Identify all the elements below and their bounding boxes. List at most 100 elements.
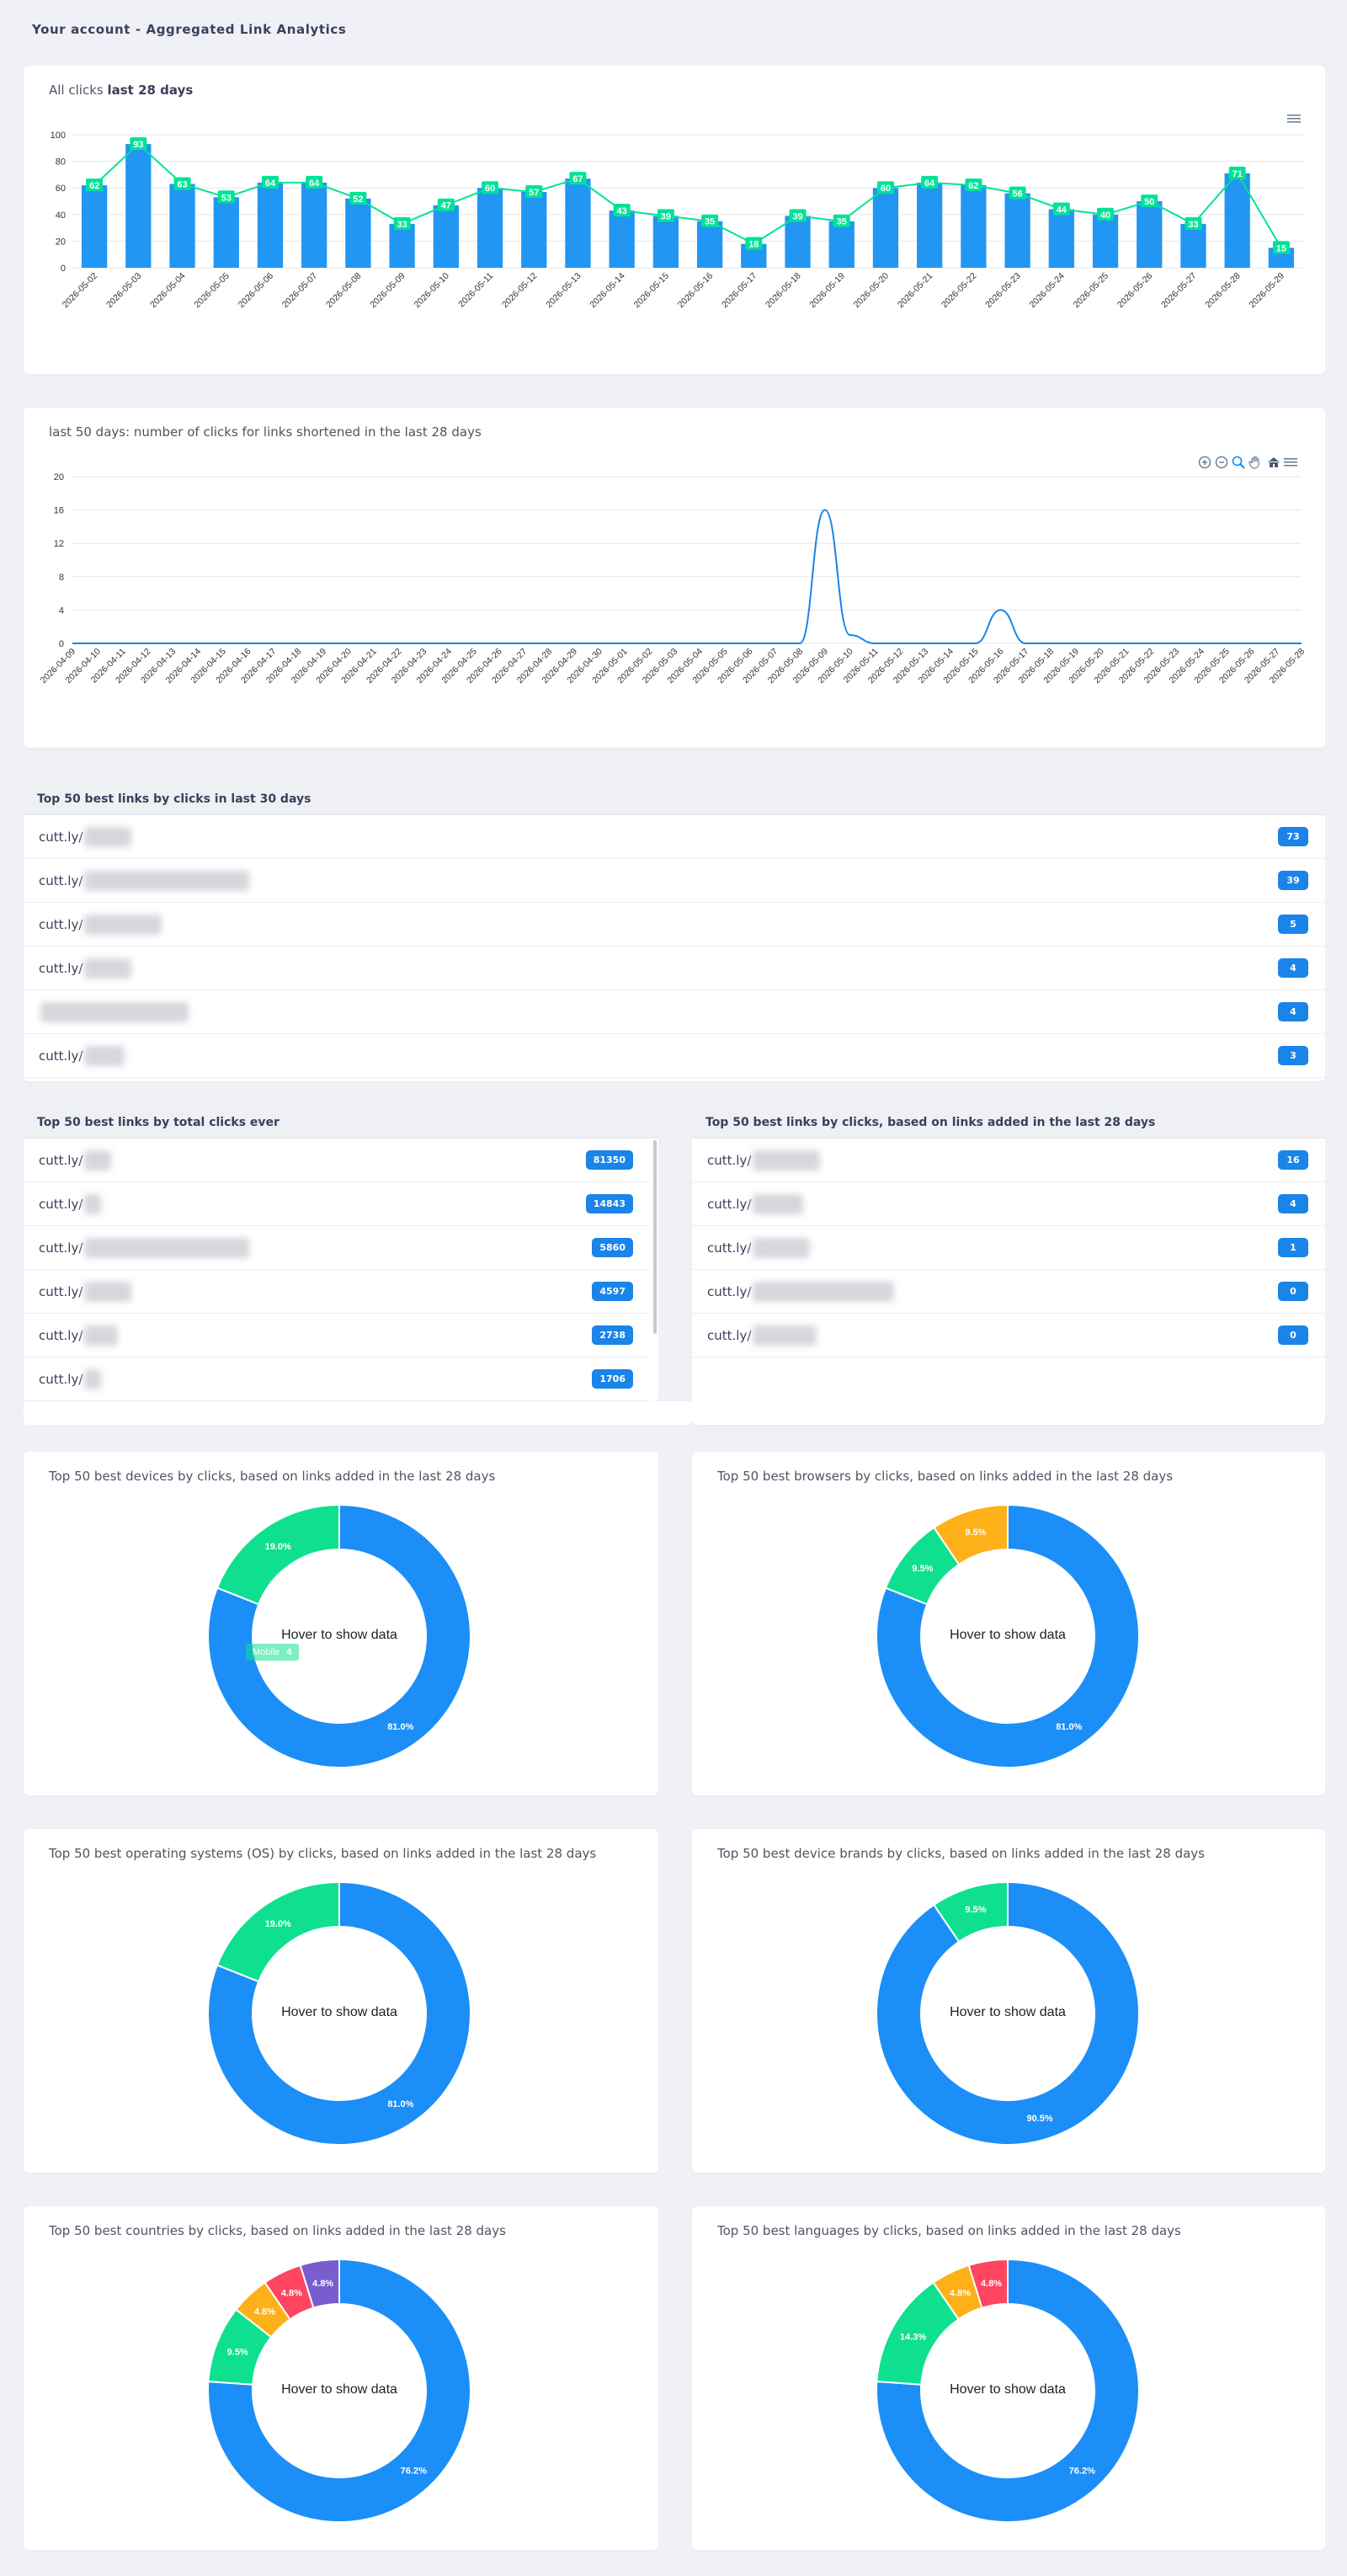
short-link-text[interactable]: cutt.ly/ bbox=[39, 1327, 83, 1343]
link-row[interactable]: cutt.ly/81350 bbox=[24, 1139, 650, 1182]
click-count-badge: 1 bbox=[1278, 1238, 1308, 1257]
short-link-text[interactable]: cutt.ly/ bbox=[39, 1048, 83, 1064]
bar[interactable] bbox=[521, 191, 547, 268]
pan-hand-icon[interactable] bbox=[1248, 455, 1263, 470]
short-link-text[interactable]: cutt.ly/ bbox=[707, 1283, 752, 1299]
short-link-text[interactable]: cutt.ly/ bbox=[39, 872, 83, 888]
x-tick-label: 2026-05-04 bbox=[148, 271, 188, 311]
top-ever-scrollbar[interactable] bbox=[653, 1140, 657, 1334]
short-link-text[interactable]: cutt.ly/ bbox=[39, 1152, 83, 1168]
donut-chart-card: Top 50 best languages by clicks, based o… bbox=[692, 2206, 1325, 2550]
data-label: 62 bbox=[968, 181, 978, 191]
short-link-text[interactable]: cutt.ly/ bbox=[39, 1283, 83, 1299]
link-row[interactable]: cutt.ly/1706 bbox=[24, 1357, 650, 1401]
donut-slice[interactable] bbox=[207, 1503, 471, 1768]
donut-chart: 76.2% 9.5% 4.8% 4.8% 4.8% bbox=[207, 2258, 471, 2523]
bar[interactable] bbox=[81, 185, 108, 268]
bar[interactable] bbox=[1137, 201, 1163, 268]
click-count-badge: 1706 bbox=[592, 1369, 633, 1389]
short-link-text[interactable]: cutt.ly/ bbox=[707, 1152, 752, 1168]
short-link-text[interactable]: cutt.ly/ bbox=[39, 829, 83, 845]
bar[interactable] bbox=[477, 188, 503, 268]
reset-home-icon[interactable] bbox=[1266, 455, 1281, 470]
bar[interactable] bbox=[1004, 193, 1030, 268]
link-row[interactable]: cutt.ly/5860 bbox=[24, 1226, 650, 1270]
y-tick-label: 0 bbox=[59, 639, 64, 649]
click-count-badge: 5 bbox=[1278, 915, 1308, 934]
link-row[interactable]: cutt.ly/4597 bbox=[24, 1270, 650, 1314]
donut-slice[interactable] bbox=[216, 1880, 340, 1983]
redacted-link-slug bbox=[84, 1193, 102, 1214]
x-tick-label: 2026-05-23 bbox=[983, 271, 1023, 311]
clicks-line[interactable] bbox=[72, 509, 1302, 644]
short-link-text[interactable]: cutt.ly/ bbox=[39, 1240, 83, 1256]
x-tick-label: 2026-05-27 bbox=[1159, 271, 1199, 311]
redacted-link-slug bbox=[753, 1193, 804, 1214]
y-tick-label: 16 bbox=[54, 506, 64, 516]
short-link-text[interactable]: cutt.ly/ bbox=[707, 1196, 752, 1212]
link-row[interactable]: cutt.ly/1 bbox=[692, 1226, 1325, 1270]
link-row[interactable]: cutt.ly/3 bbox=[24, 1034, 1325, 1078]
short-link-text[interactable]: cutt.ly/ bbox=[707, 1327, 752, 1343]
bar[interactable] bbox=[345, 198, 371, 268]
link-row[interactable]: cutt.ly/2738 bbox=[24, 1314, 650, 1357]
chart-toolbar bbox=[1197, 455, 1323, 472]
link-row[interactable]: cutt.ly/39 bbox=[24, 859, 1325, 903]
redacted-link-slug bbox=[84, 1325, 119, 1346]
bar[interactable] bbox=[961, 185, 987, 268]
bar[interactable] bbox=[389, 223, 415, 268]
bar[interactable] bbox=[1048, 209, 1074, 268]
bar[interactable] bbox=[301, 182, 327, 268]
bar[interactable] bbox=[1092, 214, 1119, 268]
link-row[interactable]: 4 bbox=[24, 990, 1325, 1034]
data-label: 60 bbox=[485, 184, 495, 194]
short-link-text[interactable]: cutt.ly/ bbox=[707, 1240, 752, 1256]
hamburger-menu-icon[interactable] bbox=[1286, 113, 1302, 125]
bar[interactable] bbox=[652, 216, 679, 268]
link-row[interactable]: cutt.ly/0 bbox=[692, 1270, 1325, 1314]
donut-slice[interactable] bbox=[967, 2258, 1009, 2309]
donut-slice[interactable] bbox=[876, 1880, 1140, 2146]
zoom-in-icon[interactable] bbox=[1197, 455, 1212, 470]
slice-percent-label: 9.5% bbox=[912, 1564, 933, 1574]
slice-percent-label: 9.5% bbox=[965, 1905, 986, 1915]
bar[interactable] bbox=[828, 221, 855, 268]
short-link-text[interactable]: cutt.ly/ bbox=[39, 1371, 83, 1387]
donut-slice[interactable] bbox=[207, 2258, 471, 2523]
x-tick-label: 2026-05-15 bbox=[632, 271, 672, 311]
donut-slice[interactable] bbox=[932, 1880, 1009, 1944]
hamburger-menu-icon[interactable] bbox=[1283, 456, 1298, 468]
donut-slice[interactable] bbox=[932, 1503, 1009, 1566]
bar[interactable] bbox=[785, 216, 811, 268]
tooltip-label: Mobile bbox=[253, 1647, 280, 1657]
link-row[interactable]: cutt.ly/16 bbox=[692, 1139, 1325, 1182]
link-row[interactable]: cutt.ly/14843 bbox=[24, 1182, 650, 1226]
bar[interactable] bbox=[917, 182, 943, 268]
donut-slice[interactable] bbox=[216, 1503, 340, 1606]
bar[interactable] bbox=[872, 188, 899, 268]
bar[interactable] bbox=[565, 179, 591, 268]
bar[interactable] bbox=[609, 211, 635, 268]
bar[interactable] bbox=[1180, 223, 1206, 268]
short-link-text[interactable]: cutt.ly/ bbox=[39, 1196, 83, 1212]
bar[interactable] bbox=[257, 182, 284, 268]
bar[interactable] bbox=[433, 205, 459, 268]
donut-slice[interactable] bbox=[876, 1503, 1140, 1768]
bar[interactable] bbox=[696, 221, 723, 268]
short-link-text[interactable]: cutt.ly/ bbox=[39, 916, 83, 932]
link-row[interactable]: cutt.ly/5 bbox=[24, 903, 1325, 947]
bar[interactable] bbox=[169, 184, 195, 268]
link-row[interactable]: cutt.ly/73 bbox=[24, 815, 1325, 859]
link-row[interactable]: cutt.ly/0 bbox=[692, 1314, 1325, 1357]
bar[interactable] bbox=[125, 144, 152, 268]
donut-slice[interactable] bbox=[299, 2258, 340, 2309]
donut-slice[interactable] bbox=[876, 2258, 1140, 2523]
donut-slice[interactable] bbox=[207, 1880, 471, 2146]
short-link-text[interactable]: cutt.ly/ bbox=[39, 960, 83, 976]
link-row[interactable]: cutt.ly/4 bbox=[692, 1182, 1325, 1226]
data-label-bg bbox=[437, 198, 455, 211]
zoom-selection-icon[interactable] bbox=[1231, 455, 1246, 470]
bar[interactable] bbox=[213, 197, 239, 268]
zoom-out-icon[interactable] bbox=[1214, 455, 1229, 470]
link-row[interactable]: cutt.ly/4 bbox=[24, 947, 1325, 990]
